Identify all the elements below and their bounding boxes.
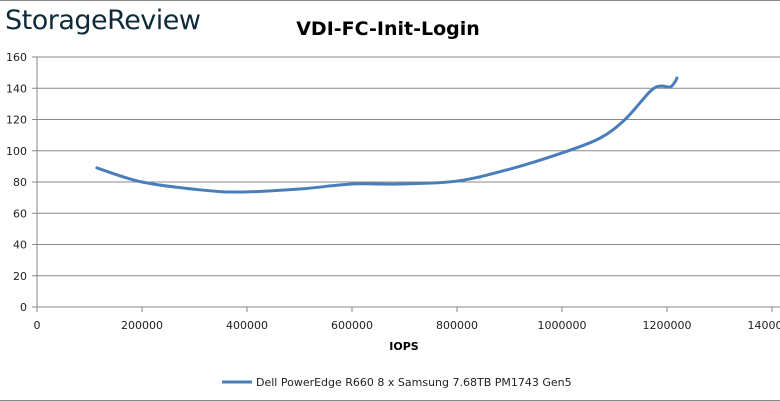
- x-tick-label: 600000: [331, 319, 373, 332]
- y-tick-label: 140: [6, 82, 27, 95]
- y-tick-label: 0: [20, 301, 27, 314]
- chart-title: VDI-FC-Init-Login: [296, 18, 480, 40]
- series-line: [95, 76, 679, 194]
- x-tick-label: 1200000: [643, 319, 692, 332]
- x-tick-label: 1400000: [748, 319, 780, 332]
- y-tick-label: 60: [13, 207, 27, 220]
- x-axis-label: IOPS: [389, 340, 419, 353]
- y-tick-label: 20: [13, 270, 27, 283]
- y-tick-label: 120: [6, 114, 27, 127]
- y-tick-label: 40: [13, 239, 27, 252]
- x-tick-label: 200000: [121, 319, 163, 332]
- x-tick-label: 800000: [436, 319, 478, 332]
- y-tick-label: 80: [13, 176, 27, 189]
- x-tick-label: 1000000: [538, 319, 587, 332]
- y-tick-label: 160: [6, 51, 27, 64]
- x-tick-label: 400000: [226, 319, 268, 332]
- y-tick-label: 100: [6, 145, 27, 158]
- storagereview-logo: StorageReview: [5, 5, 201, 36]
- legend-label: Dell PowerEdge R660 8 x Samsung 7.68TB P…: [256, 376, 572, 389]
- x-tick-label: 0: [34, 319, 41, 332]
